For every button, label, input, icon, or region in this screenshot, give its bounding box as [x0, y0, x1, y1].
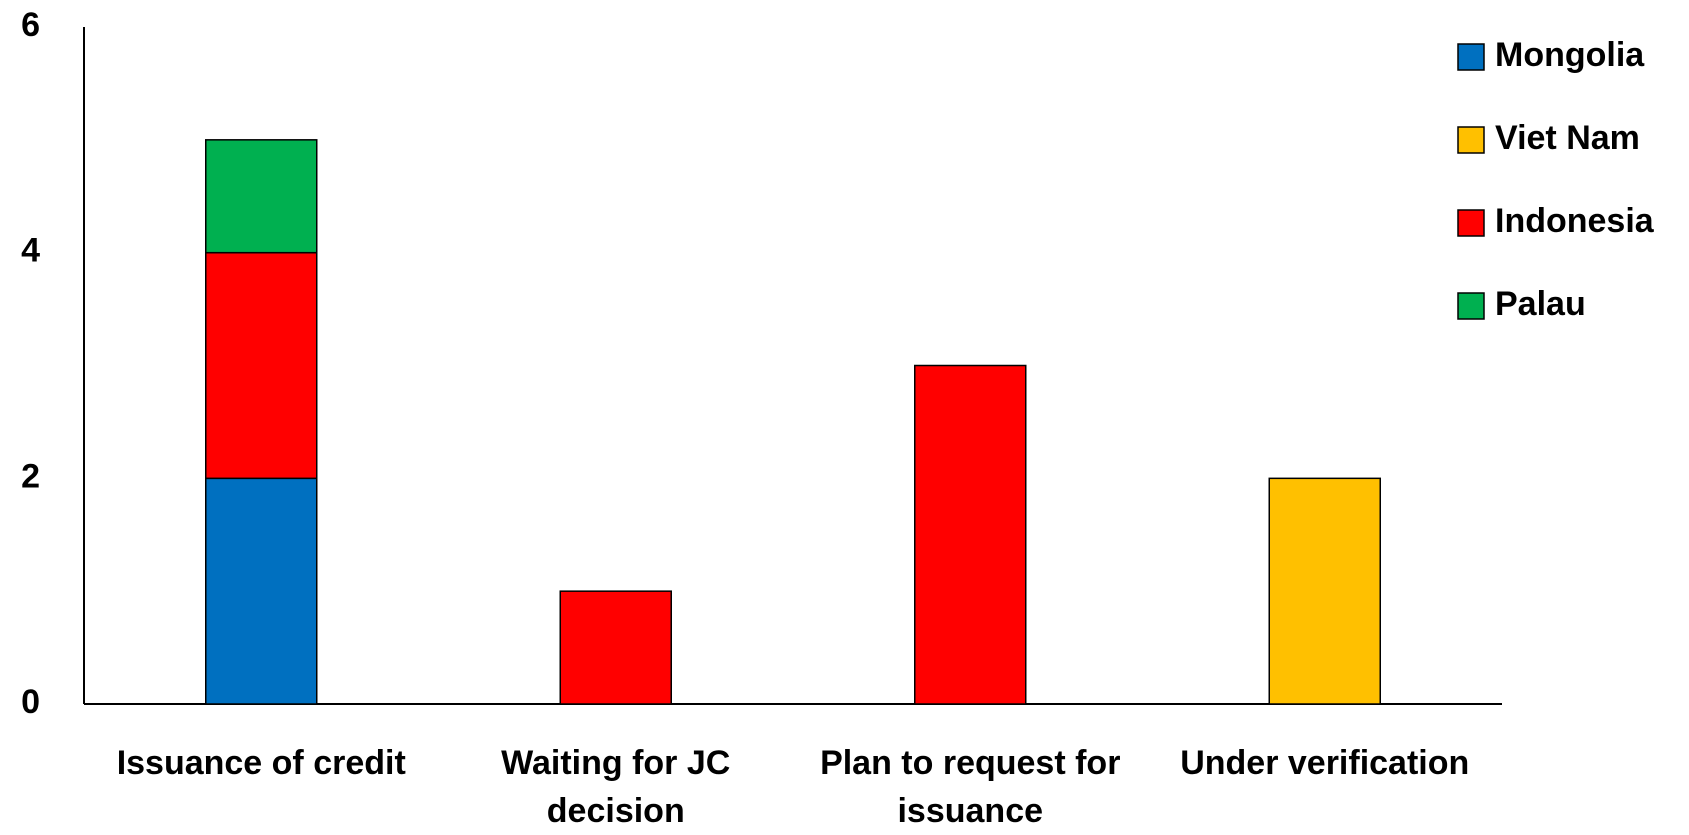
legend-label: Indonesia [1495, 202, 1655, 240]
legend-swatch [1457, 126, 1485, 154]
legend-swatch [1457, 43, 1485, 71]
legend-swatch [1457, 209, 1485, 237]
legend-label: Viet Nam [1495, 119, 1640, 157]
y-tick-label: 6 [21, 6, 40, 44]
x-tick-label: Waiting for JC decision [501, 744, 730, 830]
y-tick-label: 0 [21, 683, 40, 721]
bar-segment [1268, 477, 1381, 705]
legend-label: Mongolia [1495, 36, 1645, 74]
bar-segment [559, 590, 672, 705]
bar-segment [205, 139, 318, 254]
y-tick-label: 4 [21, 232, 40, 270]
x-tick-label: Under verification [1180, 744, 1469, 782]
y-tick-label: 2 [21, 457, 40, 495]
legend-swatch [1457, 292, 1485, 320]
bar-segment [914, 364, 1027, 705]
bar-segment [205, 251, 318, 480]
bar-segment [205, 477, 318, 705]
x-tick-label: Issuance of credit [117, 744, 406, 782]
legend-label: Palau [1495, 285, 1586, 323]
x-tick-label: Plan to request for issuance [820, 744, 1120, 830]
